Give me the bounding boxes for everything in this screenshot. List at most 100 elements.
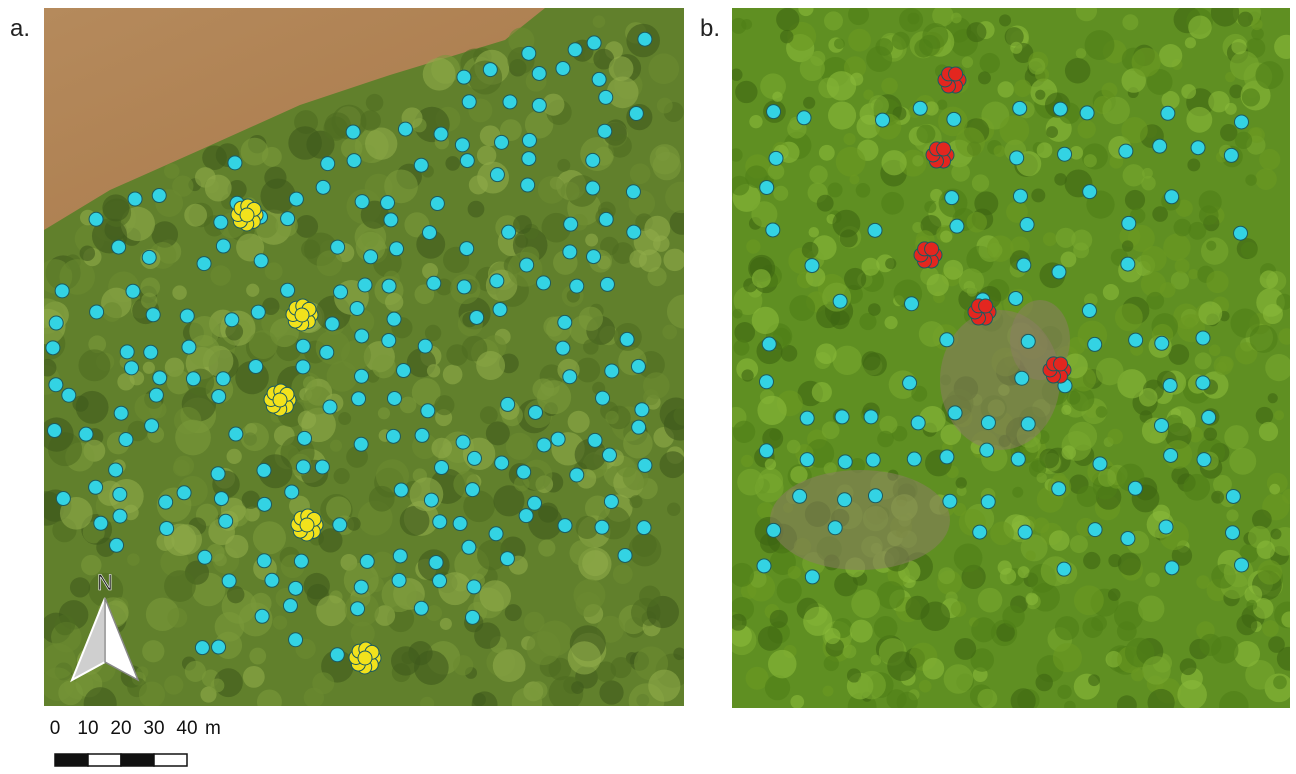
tree-crown xyxy=(951,163,970,182)
tree-crown xyxy=(908,13,920,25)
sample-point xyxy=(528,405,542,419)
sample-point xyxy=(599,90,613,104)
sample-point xyxy=(828,521,842,535)
tree-crown xyxy=(856,183,871,198)
sample-point xyxy=(1021,417,1035,431)
tree-crown xyxy=(1258,560,1283,585)
sample-point xyxy=(257,463,271,477)
sample-point xyxy=(605,364,619,378)
sample-point xyxy=(112,240,126,254)
tree-crown xyxy=(1238,12,1253,27)
sample-point xyxy=(195,641,209,655)
sample-point xyxy=(767,523,781,537)
tree-crown xyxy=(84,687,117,720)
sample-point xyxy=(1009,291,1023,305)
tree-crown xyxy=(391,646,420,675)
sample-point xyxy=(355,195,369,209)
sample-point xyxy=(460,154,474,168)
tree-crown xyxy=(1147,689,1174,716)
tree-crown xyxy=(1055,616,1079,640)
sample-point xyxy=(427,276,441,290)
tree-crown xyxy=(431,438,452,459)
sample-point xyxy=(186,372,200,386)
tree-crown xyxy=(330,440,342,452)
sample-point xyxy=(501,397,515,411)
tree-crown xyxy=(609,56,634,81)
tree-crown xyxy=(1181,84,1196,99)
sample-point xyxy=(1088,523,1102,537)
panel-a-map xyxy=(29,8,701,720)
tree-crown xyxy=(480,406,498,424)
sample-point xyxy=(558,519,572,533)
sample-point xyxy=(257,497,271,511)
tree-crown xyxy=(630,163,651,184)
sample-point xyxy=(599,212,613,226)
sample-point xyxy=(1197,453,1211,467)
tree-crown xyxy=(1242,88,1260,106)
tree-crown xyxy=(173,460,190,477)
sample-point xyxy=(833,294,847,308)
sample-point xyxy=(289,192,303,206)
tree-crown xyxy=(243,666,265,688)
sample-point xyxy=(89,212,103,226)
tree-crown xyxy=(632,532,656,556)
north-label: N xyxy=(97,570,113,595)
tree-crown xyxy=(506,433,533,460)
tree-crown xyxy=(881,150,906,175)
sample-point xyxy=(980,443,994,457)
tree-crown xyxy=(834,38,845,49)
red-cluster-point xyxy=(1054,357,1068,371)
tree-crown xyxy=(102,194,129,221)
tree-crown xyxy=(347,517,361,531)
tree-crown xyxy=(1201,237,1228,264)
sample-point xyxy=(460,242,474,256)
sample-point xyxy=(537,276,551,290)
sample-point xyxy=(1013,189,1027,203)
tree-crown xyxy=(167,608,187,628)
sample-point xyxy=(79,427,93,441)
tree-crown xyxy=(752,307,779,334)
tree-crown xyxy=(1259,422,1278,441)
sample-point xyxy=(382,279,396,293)
sample-point xyxy=(281,212,295,226)
sample-point xyxy=(570,468,584,482)
tree-crown xyxy=(866,46,892,72)
tree-crown xyxy=(1220,124,1237,141)
sample-point xyxy=(470,310,484,324)
sample-point xyxy=(1165,561,1179,575)
tree-crown xyxy=(734,322,755,343)
tree-crown xyxy=(568,411,590,433)
tree-crown xyxy=(851,589,880,618)
tree-crown xyxy=(1102,97,1130,125)
sample-point xyxy=(382,333,396,347)
tree-crown xyxy=(425,325,441,341)
tree-crown xyxy=(1029,58,1046,75)
tree-crown xyxy=(1096,358,1124,386)
sample-point xyxy=(414,601,428,615)
sample-point xyxy=(595,520,609,534)
sample-point xyxy=(433,574,447,588)
sample-point xyxy=(198,550,212,564)
sample-point xyxy=(1015,371,1029,385)
tree-crown xyxy=(1159,44,1182,67)
tree-crown xyxy=(850,73,863,86)
sample-point xyxy=(503,95,517,109)
sample-point xyxy=(632,420,646,434)
sample-point xyxy=(587,36,601,50)
sample-point xyxy=(1122,216,1136,230)
yellow-cluster-point xyxy=(273,393,287,407)
sample-point xyxy=(390,242,404,256)
tree-crown xyxy=(770,610,788,628)
sample-point xyxy=(255,609,269,623)
tree-crown xyxy=(39,359,57,377)
sample-point xyxy=(800,411,814,425)
tree-crown xyxy=(265,262,283,280)
tree-crown xyxy=(1117,695,1137,715)
tree-crown xyxy=(1195,352,1212,369)
sample-point xyxy=(214,492,228,506)
tree-crown xyxy=(1262,620,1279,637)
tree-crown xyxy=(978,71,991,84)
sample-point xyxy=(767,105,781,119)
tree-crown xyxy=(951,601,967,617)
tree-crown xyxy=(877,431,894,448)
